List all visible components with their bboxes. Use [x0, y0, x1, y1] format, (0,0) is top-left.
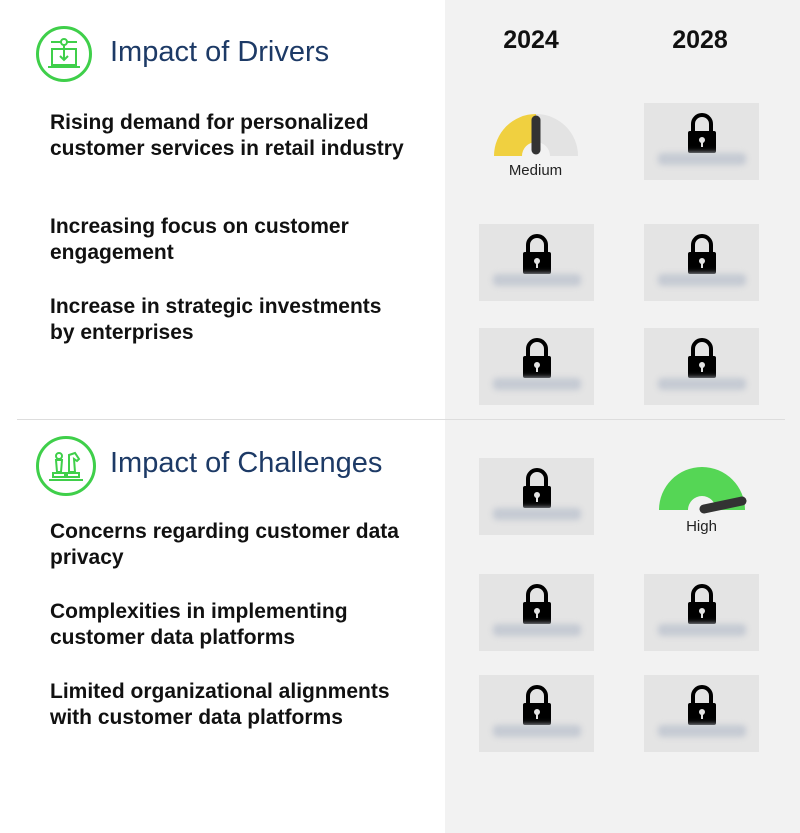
locked-cell[interactable]: [479, 224, 594, 301]
gauge-medium: Medium: [478, 104, 593, 184]
laptop-circuit-icon: [36, 26, 92, 82]
locked-cell[interactable]: [644, 103, 759, 180]
lock-icon: [523, 685, 551, 725]
driver-item: Increasing focus on customer engagement: [50, 215, 349, 264]
gauge-label: High: [686, 518, 717, 535]
locked-cell[interactable]: [479, 574, 594, 651]
column-header-2028: 2028: [672, 26, 728, 54]
locked-cell[interactable]: [479, 328, 594, 405]
drivers-title: Impact of Drivers: [110, 36, 330, 68]
driver-item: Rising demand for personalized customer …: [50, 111, 404, 160]
lock-icon: [688, 234, 716, 274]
driver-item: Increase in strategic investments by ent…: [50, 295, 382, 344]
lock-icon: [523, 234, 551, 274]
locked-cell[interactable]: [644, 328, 759, 405]
challenge-item: Limited organizational alignments with c…: [50, 680, 390, 729]
challenge-item: Concerns regarding customer data privacy: [50, 520, 399, 569]
gauge-medium-icon: [494, 114, 578, 156]
chess-pieces-icon: [36, 436, 96, 496]
locked-cell[interactable]: [644, 574, 759, 651]
locked-cell[interactable]: [644, 675, 759, 752]
section-divider: [17, 419, 785, 420]
locked-cell[interactable]: [479, 675, 594, 752]
locked-cell[interactable]: [644, 224, 759, 301]
lock-icon: [688, 685, 716, 725]
challenge-item: Complexities in implementing customer da…: [50, 600, 348, 649]
lock-icon: [688, 338, 716, 378]
gauge-high-icon: [659, 467, 747, 514]
lock-icon: [523, 338, 551, 378]
gauge-high: High: [644, 462, 759, 542]
gauge-label: Medium: [508, 162, 563, 179]
lock-icon: [523, 468, 551, 508]
column-header-2024: 2024: [503, 26, 559, 54]
locked-cell[interactable]: [479, 458, 594, 535]
lock-icon: [688, 113, 716, 153]
lock-icon: [523, 584, 551, 624]
lock-icon: [688, 584, 716, 624]
challenges-title: Impact of Challenges: [110, 447, 383, 479]
